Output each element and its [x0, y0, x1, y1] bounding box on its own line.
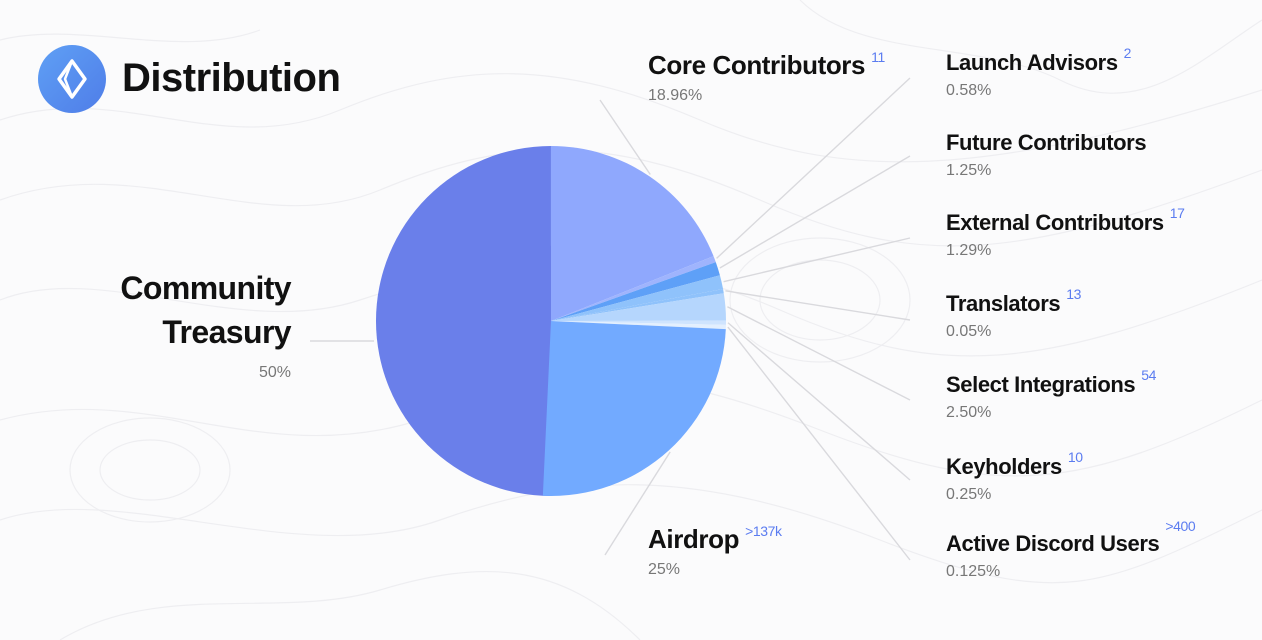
- pie-slice-keyholders: [551, 320, 726, 325]
- airdrop-pct: 25%: [648, 561, 681, 578]
- label-translators: Translators 13 0.05%: [946, 286, 1081, 341]
- pie-slice-external-contributors: [551, 275, 724, 321]
- leader-line-external-contributors: [723, 237, 911, 283]
- page-title: Distribution: [122, 56, 341, 100]
- launch-advisors-count: 2: [1123, 45, 1132, 61]
- label-launch-advisors: Launch Advisors 2 0.58%: [946, 45, 1131, 100]
- leader-line-select-integrations: [727, 306, 911, 401]
- leader-line-future-contributors: [719, 155, 911, 269]
- leader-lines: [310, 77, 911, 561]
- select-integrations-name: Select Integrations: [946, 372, 1136, 397]
- airdrop-name: Airdrop: [648, 524, 740, 554]
- external-contributors-count: 17: [1169, 205, 1185, 221]
- external-contributors-pct: 1.29%: [946, 242, 992, 259]
- ens-logo: [38, 45, 106, 113]
- core-contributors-count: 11: [871, 49, 885, 65]
- core-contributors-pct: 18.96%: [648, 87, 703, 104]
- future-contributors-pct: 1.25%: [946, 162, 992, 179]
- leader-line-keyholders: [727, 322, 911, 481]
- pie-slice-future-contributors: [551, 262, 720, 321]
- keyholders-count: 10: [1067, 449, 1083, 465]
- community-treasury-name-line1: Community: [120, 270, 291, 306]
- leader-line-active-discord-users: [727, 326, 911, 561]
- translators-name: Translators: [946, 291, 1061, 316]
- pie-slices: [375, 146, 726, 496]
- label-core-contributors: Core Contributors 11 18.96%: [648, 49, 885, 105]
- label-community-treasury: Community Treasury 50%: [120, 266, 291, 382]
- airdrop-count: >137k: [745, 523, 782, 539]
- leader-line-core-contributors: [599, 99, 651, 175]
- community-treasury-pct: 50%: [258, 364, 291, 381]
- label-external-contributors: External Contributors 17 1.29%: [946, 205, 1185, 260]
- community-treasury-name-line2: Treasury: [162, 314, 291, 350]
- leader-line-launch-advisors: [716, 77, 911, 259]
- translators-count: 13: [1066, 286, 1081, 302]
- future-contributors-name: Future Contributors: [946, 130, 1147, 155]
- label-future-contributors: Future Contributors 1.25%: [946, 130, 1147, 180]
- leader-line-translators: [725, 290, 911, 321]
- ens-logo-icon: [57, 59, 87, 99]
- leader-line-airdrop: [604, 451, 671, 556]
- external-contributors-name: External Contributors: [946, 210, 1164, 235]
- pie-slice-core-contributors: [550, 146, 714, 321]
- keyholders-name: Keyholders: [946, 454, 1062, 479]
- pie-slice-translators: [551, 289, 724, 321]
- active-discord-users-count: >400: [1165, 518, 1196, 534]
- label-active-discord-users: Active Discord Users >400 0.125%: [946, 518, 1196, 581]
- active-discord-users-pct: 0.125%: [946, 563, 1001, 580]
- translators-pct: 0.05%: [946, 323, 992, 340]
- pie-slice-community-treasury: [375, 146, 551, 496]
- pie-slice-launch-advisors: [551, 256, 716, 321]
- pie-slice-select-integrations: [551, 293, 726, 321]
- label-airdrop: Airdrop >137k 25%: [648, 523, 782, 579]
- launch-advisors-name: Launch Advisors: [946, 50, 1118, 75]
- label-keyholders: Keyholders 10 0.25%: [946, 449, 1083, 504]
- active-discord-users-name: Active Discord Users: [946, 531, 1160, 556]
- keyholders-pct: 0.25%: [946, 486, 992, 503]
- launch-advisors-pct: 0.58%: [946, 82, 992, 99]
- label-select-integrations: Select Integrations 54 2.50%: [946, 367, 1156, 422]
- select-integrations-pct: 2.50%: [946, 404, 992, 421]
- core-contributors-name: Core Contributors: [648, 50, 866, 80]
- pie-slice-active-discord-users: [551, 321, 726, 330]
- pie-slice-airdrop: [542, 321, 726, 496]
- select-integrations-count: 54: [1141, 367, 1157, 383]
